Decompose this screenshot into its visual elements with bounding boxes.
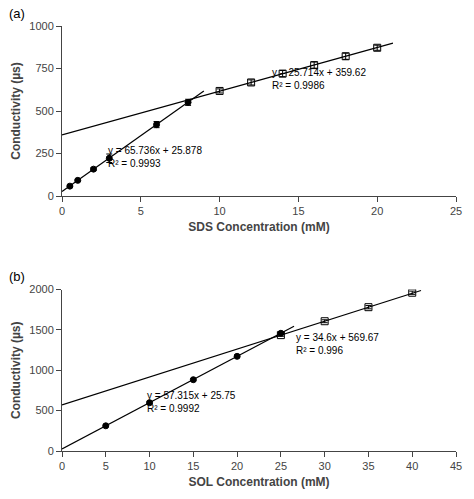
svg-text:10: 10 <box>213 205 225 217</box>
svg-text:20: 20 <box>371 205 383 217</box>
svg-text:30: 30 <box>319 460 331 472</box>
svg-text:y = 57.315x + 25.75R² = 0.9992: y = 57.315x + 25.75R² = 0.9992 <box>147 390 236 414</box>
svg-text:0: 0 <box>59 205 65 217</box>
svg-text:250: 250 <box>35 147 53 159</box>
svg-text:y = 25.714x + 359.62R² = 0.998: y = 25.714x + 359.62R² = 0.9986 <box>272 67 366 91</box>
svg-text:(b): (b) <box>9 269 25 284</box>
svg-text:1500: 1500 <box>29 324 53 336</box>
svg-text:1000: 1000 <box>29 364 53 376</box>
svg-text:5: 5 <box>138 205 144 217</box>
svg-text:y = 34.6x + 569.67R² = 0.996: y = 34.6x + 569.67R² = 0.996 <box>296 332 379 356</box>
svg-text:1000: 1000 <box>29 20 53 32</box>
svg-text:SDS Concentration (mM): SDS Concentration (mM) <box>188 220 329 234</box>
svg-text:5: 5 <box>103 460 109 472</box>
svg-text:2000: 2000 <box>29 283 53 295</box>
svg-text:0: 0 <box>48 445 54 457</box>
svg-text:25: 25 <box>275 460 287 472</box>
svg-text:Conductivity (µs): Conductivity (µs) <box>9 62 23 160</box>
svg-text:y = 65.736x + 25.878R² = 0.999: y = 65.736x + 25.878R² = 0.9993 <box>108 145 202 169</box>
svg-text:(a): (a) <box>9 6 25 21</box>
svg-text:40: 40 <box>406 460 418 472</box>
svg-text:45: 45 <box>450 460 462 472</box>
svg-text:750: 750 <box>35 62 53 74</box>
svg-text:35: 35 <box>362 460 374 472</box>
svg-text:0: 0 <box>48 190 54 202</box>
svg-text:500: 500 <box>35 404 53 416</box>
svg-text:10: 10 <box>143 460 155 472</box>
svg-text:20: 20 <box>231 460 243 472</box>
svg-text:25: 25 <box>450 205 462 217</box>
svg-text:15: 15 <box>187 460 199 472</box>
svg-text:Conductivity (µs): Conductivity (µs) <box>9 321 23 419</box>
svg-text:0: 0 <box>59 460 65 472</box>
svg-text:15: 15 <box>292 205 304 217</box>
svg-text:500: 500 <box>35 105 53 117</box>
svg-text:SOL Concentration (mM): SOL Concentration (mM) <box>188 475 329 489</box>
